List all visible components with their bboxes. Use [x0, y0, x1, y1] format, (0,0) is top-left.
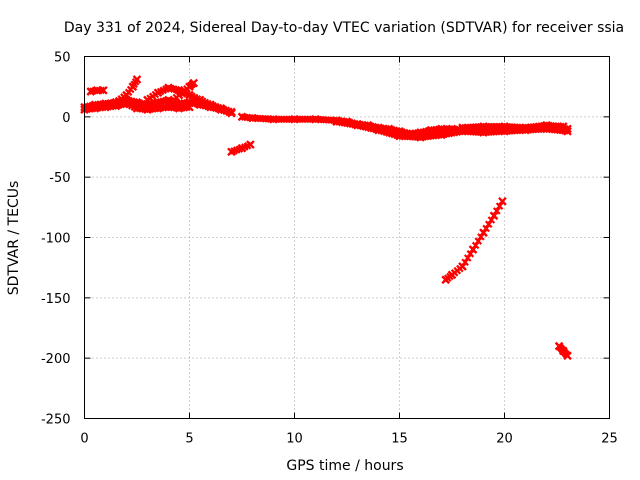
series-arc-bottom-right — [554, 341, 572, 361]
marker-interp — [493, 207, 501, 215]
data-point — [216, 104, 226, 113]
data-point — [332, 117, 341, 127]
data-point — [489, 211, 499, 221]
data-point — [479, 122, 488, 131]
data-point — [164, 83, 173, 93]
data-points — [80, 75, 572, 361]
y-tick-label: -100 — [41, 232, 71, 247]
data-point — [195, 95, 205, 105]
data-point — [132, 104, 142, 113]
data-point — [374, 125, 383, 135]
data-point — [395, 131, 404, 141]
x-tick-label: 5 — [185, 432, 193, 447]
data-point — [447, 270, 457, 280]
series-arc-top-left — [86, 85, 108, 96]
data-point — [101, 102, 110, 112]
data-point — [185, 90, 194, 100]
data-point — [437, 130, 446, 140]
data-point — [153, 88, 163, 98]
data-point — [90, 104, 100, 113]
data-point — [132, 75, 142, 84]
data-point — [185, 102, 194, 112]
data-point — [468, 245, 478, 254]
data-point — [353, 120, 362, 130]
data-point — [128, 82, 138, 92]
data-point — [227, 147, 236, 157]
series-arc-upper-right — [458, 120, 568, 133]
data-point — [174, 85, 184, 95]
series-arc-descent — [441, 196, 507, 285]
x-tick-label: 25 — [601, 432, 618, 447]
marker-interp — [495, 202, 504, 210]
data-point — [246, 140, 255, 149]
data-point — [164, 102, 173, 112]
data-point — [122, 90, 131, 100]
data-point — [269, 114, 278, 124]
series-arc-mid-left — [227, 140, 255, 157]
data-point — [558, 122, 568, 131]
data-point — [426, 125, 436, 135]
data-point — [206, 100, 215, 110]
data-point — [248, 113, 257, 123]
x-tick-label: 20 — [496, 432, 513, 447]
data-point — [164, 100, 173, 110]
marker-interp — [484, 220, 493, 229]
data-point — [111, 98, 121, 107]
data-point — [479, 228, 488, 238]
data-point — [500, 122, 509, 131]
y-axis-label: SDTVAR / TECUs — [6, 181, 22, 296]
data-point — [143, 95, 152, 105]
y-tick-label: -50 — [49, 171, 70, 186]
data-point — [99, 85, 108, 95]
x-tick-label: 0 — [80, 432, 88, 447]
data-point — [416, 132, 425, 142]
data-point — [143, 105, 152, 114]
data-point — [237, 112, 247, 122]
data-point — [311, 114, 320, 124]
data-point — [237, 143, 247, 153]
y-tick-label: -150 — [41, 292, 71, 307]
data-point — [458, 262, 467, 271]
marker-interp — [463, 254, 472, 262]
data-point — [227, 107, 236, 117]
data-point — [563, 351, 572, 361]
y-tick-label: 0 — [62, 111, 70, 126]
data-point — [498, 196, 507, 206]
y-tick-label: -200 — [41, 352, 71, 367]
series-arc-spike-4 — [164, 83, 236, 117]
tick-labels: 0 5 10 15 20 25 50 0 -50 -100 -150 -200 -250 — [41, 51, 618, 447]
plot-frame — [84, 56, 610, 419]
data-point — [458, 123, 467, 133]
x-tick-label: 10 — [286, 432, 303, 447]
x-tick-label: 15 — [391, 432, 408, 447]
data-point — [189, 78, 199, 88]
y-tick-label: -250 — [41, 413, 71, 428]
x-axis-label: GPS time / hours — [286, 458, 403, 474]
data-point — [174, 104, 184, 113]
chart-title: Day 331 of 2024, Sidereal Day-to-day VTE… — [64, 20, 624, 36]
y-tick-label: 50 — [54, 51, 71, 66]
series-arc-spike-1 — [111, 75, 142, 107]
data-point — [521, 123, 530, 133]
marker-interp — [474, 237, 483, 245]
data-point — [290, 114, 299, 124]
data-point — [86, 87, 96, 96]
data-point — [542, 120, 551, 130]
data-point — [153, 104, 163, 113]
